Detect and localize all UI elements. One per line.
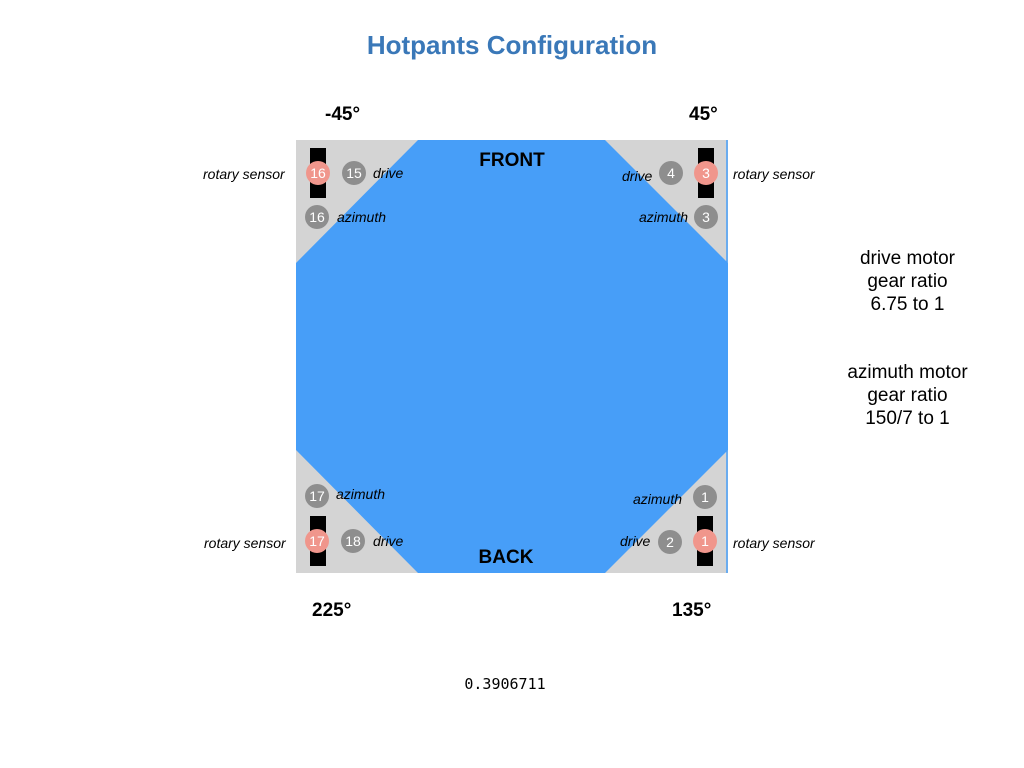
azimuth-badge-back-right: 1 [693, 485, 717, 509]
drive-label-back-right: drive [620, 533, 650, 549]
drive-badge-front-left: 15 [342, 161, 366, 185]
angle-front-right: 45° [689, 104, 718, 126]
azimuth-gear-line-2: gear ratio [820, 384, 995, 407]
azimuth-gear-info: azimuth motor gear ratio 150/7 to 1 [820, 361, 995, 430]
angle-back-right: 135° [672, 600, 711, 622]
angle-front-left: -45° [325, 104, 360, 126]
drive-gear-line-3: 6.75 to 1 [820, 293, 995, 316]
back-label: BACK [446, 547, 566, 569]
sensor-badge-back-right: 1 [693, 529, 717, 553]
robot-body [296, 140, 728, 573]
azimuth-gear-line-3: 150/7 to 1 [820, 407, 995, 430]
drive-label-front-right: drive [622, 168, 652, 184]
azimuth-gear-line-1: azimuth motor [820, 361, 995, 384]
drive-gear-line-2: gear ratio [820, 270, 995, 293]
sensor-badge-front-left: 16 [306, 161, 330, 185]
azimuth-badge-back-left: 17 [305, 484, 329, 508]
angle-back-left: 225° [312, 600, 351, 622]
sensor-label-front-left: rotary sensor [203, 166, 285, 182]
front-label: FRONT [452, 150, 572, 172]
azimuth-label-front-right: azimuth [639, 209, 688, 225]
drive-gear-info: drive motor gear ratio 6.75 to 1 [820, 247, 995, 316]
drive-badge-back-right: 2 [658, 530, 682, 554]
drive-label-back-left: drive [373, 533, 403, 549]
azimuth-badge-front-left: 16 [305, 205, 329, 229]
drive-label-front-left: drive [373, 165, 403, 181]
robot-frame [296, 140, 728, 573]
sensor-badge-front-right: 3 [694, 161, 718, 185]
sensor-badge-back-left: 17 [305, 529, 329, 553]
page-title: Hotpants Configuration [0, 30, 1024, 61]
sensor-label-back-right: rotary sensor [733, 535, 815, 551]
drive-badge-back-left: 18 [341, 529, 365, 553]
value-readout: 0.3906711 [405, 675, 605, 693]
sensor-label-front-right: rotary sensor [733, 166, 815, 182]
drive-gear-line-1: drive motor [820, 247, 995, 270]
sensor-label-back-left: rotary sensor [204, 535, 286, 551]
drive-badge-front-right: 4 [659, 161, 683, 185]
azimuth-badge-front-right: 3 [694, 205, 718, 229]
azimuth-label-back-left: azimuth [336, 486, 385, 502]
azimuth-label-back-right: azimuth [633, 491, 682, 507]
azimuth-label-front-left: azimuth [337, 209, 386, 225]
